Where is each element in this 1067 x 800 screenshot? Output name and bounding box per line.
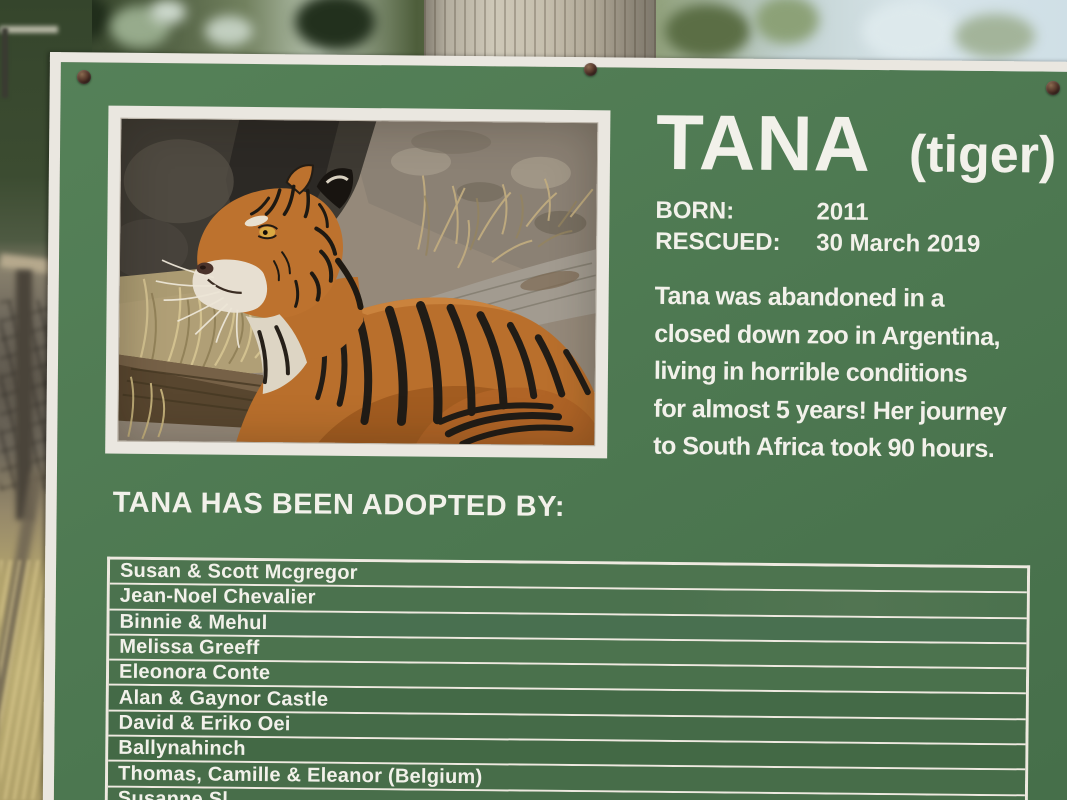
adopter-name: Jean-Noel Chevalier [119,585,316,610]
tiger-photo [105,105,611,459]
fence-post [16,270,32,520]
screw-icon [77,70,91,84]
rescued-label: RESCUED: [655,227,781,257]
tree-bokeh [665,4,750,58]
tiger-illustration [117,117,599,447]
story-line: for almost 5 years! Her journey [653,394,1007,426]
adopter-name: Alan & Gaynor Castle [118,686,329,711]
adopter-name: Susan & Scott Mcgregor [119,559,358,585]
title-row: TANA (tiger) [655,97,1067,188]
sky-bokeh [205,16,253,46]
facts-block: BORN: 2011 RESCUED: 30 March 2019 [655,195,1067,262]
born-value: 2011 [816,198,869,226]
story-paragraph: Tana was abandoned in a closed down zoo … [653,278,1067,470]
adopter-name: Thomas, Camille & Eleanor (Belgium) [117,762,483,788]
adopter-name: Susanne Sl [117,787,229,800]
story-line: Tana was abandoned in a [654,281,945,313]
sign-title: TANA [655,97,872,188]
story-line: to South Africa took 90 hours. [653,431,995,464]
tree-bokeh [955,14,1035,58]
story-line: closed down zoo in Argentina, [654,319,1001,351]
adopter-name: David & Eriko Oei [118,711,291,736]
adopter-name: Melissa Greeff [119,635,260,660]
sanctuary-sign: TANA (tiger) BORN: 2011 RESCUED: 30 March … [41,52,1067,800]
fact-row-rescued: RESCUED: 30 March 2019 [655,226,1067,262]
adopter-name: Binnie & Mehul [119,610,268,634]
sign-info-panel: TANA (tiger) BORN: 2011 RESCUED: 30 March … [653,97,1067,470]
tree-bokeh [295,0,375,50]
screw-icon [584,63,597,76]
species-label: (tiger) [908,125,1057,185]
adopter-name: Eleonora Conte [118,661,271,685]
adopters-table: Susan & Scott Mcgregor Jean-Noel Chevali… [104,556,1031,800]
fact-row-born: BORN: 2011 [655,195,1067,231]
sky-bokeh [862,2,957,60]
tree-bokeh [755,0,819,44]
rescued-value: 30 March 2019 [816,229,981,258]
adopted-heading: TANA HAS BEEN ADOPTED BY: [112,486,566,523]
screw-icon [1046,81,1060,95]
fence-wire-highlight [0,26,58,33]
born-label: BORN: [655,196,735,225]
fence-post [2,28,8,98]
sky-bokeh [150,0,186,24]
adopter-name: Ballynahinch [118,736,246,761]
story-line: living in horrible conditions [653,356,968,388]
